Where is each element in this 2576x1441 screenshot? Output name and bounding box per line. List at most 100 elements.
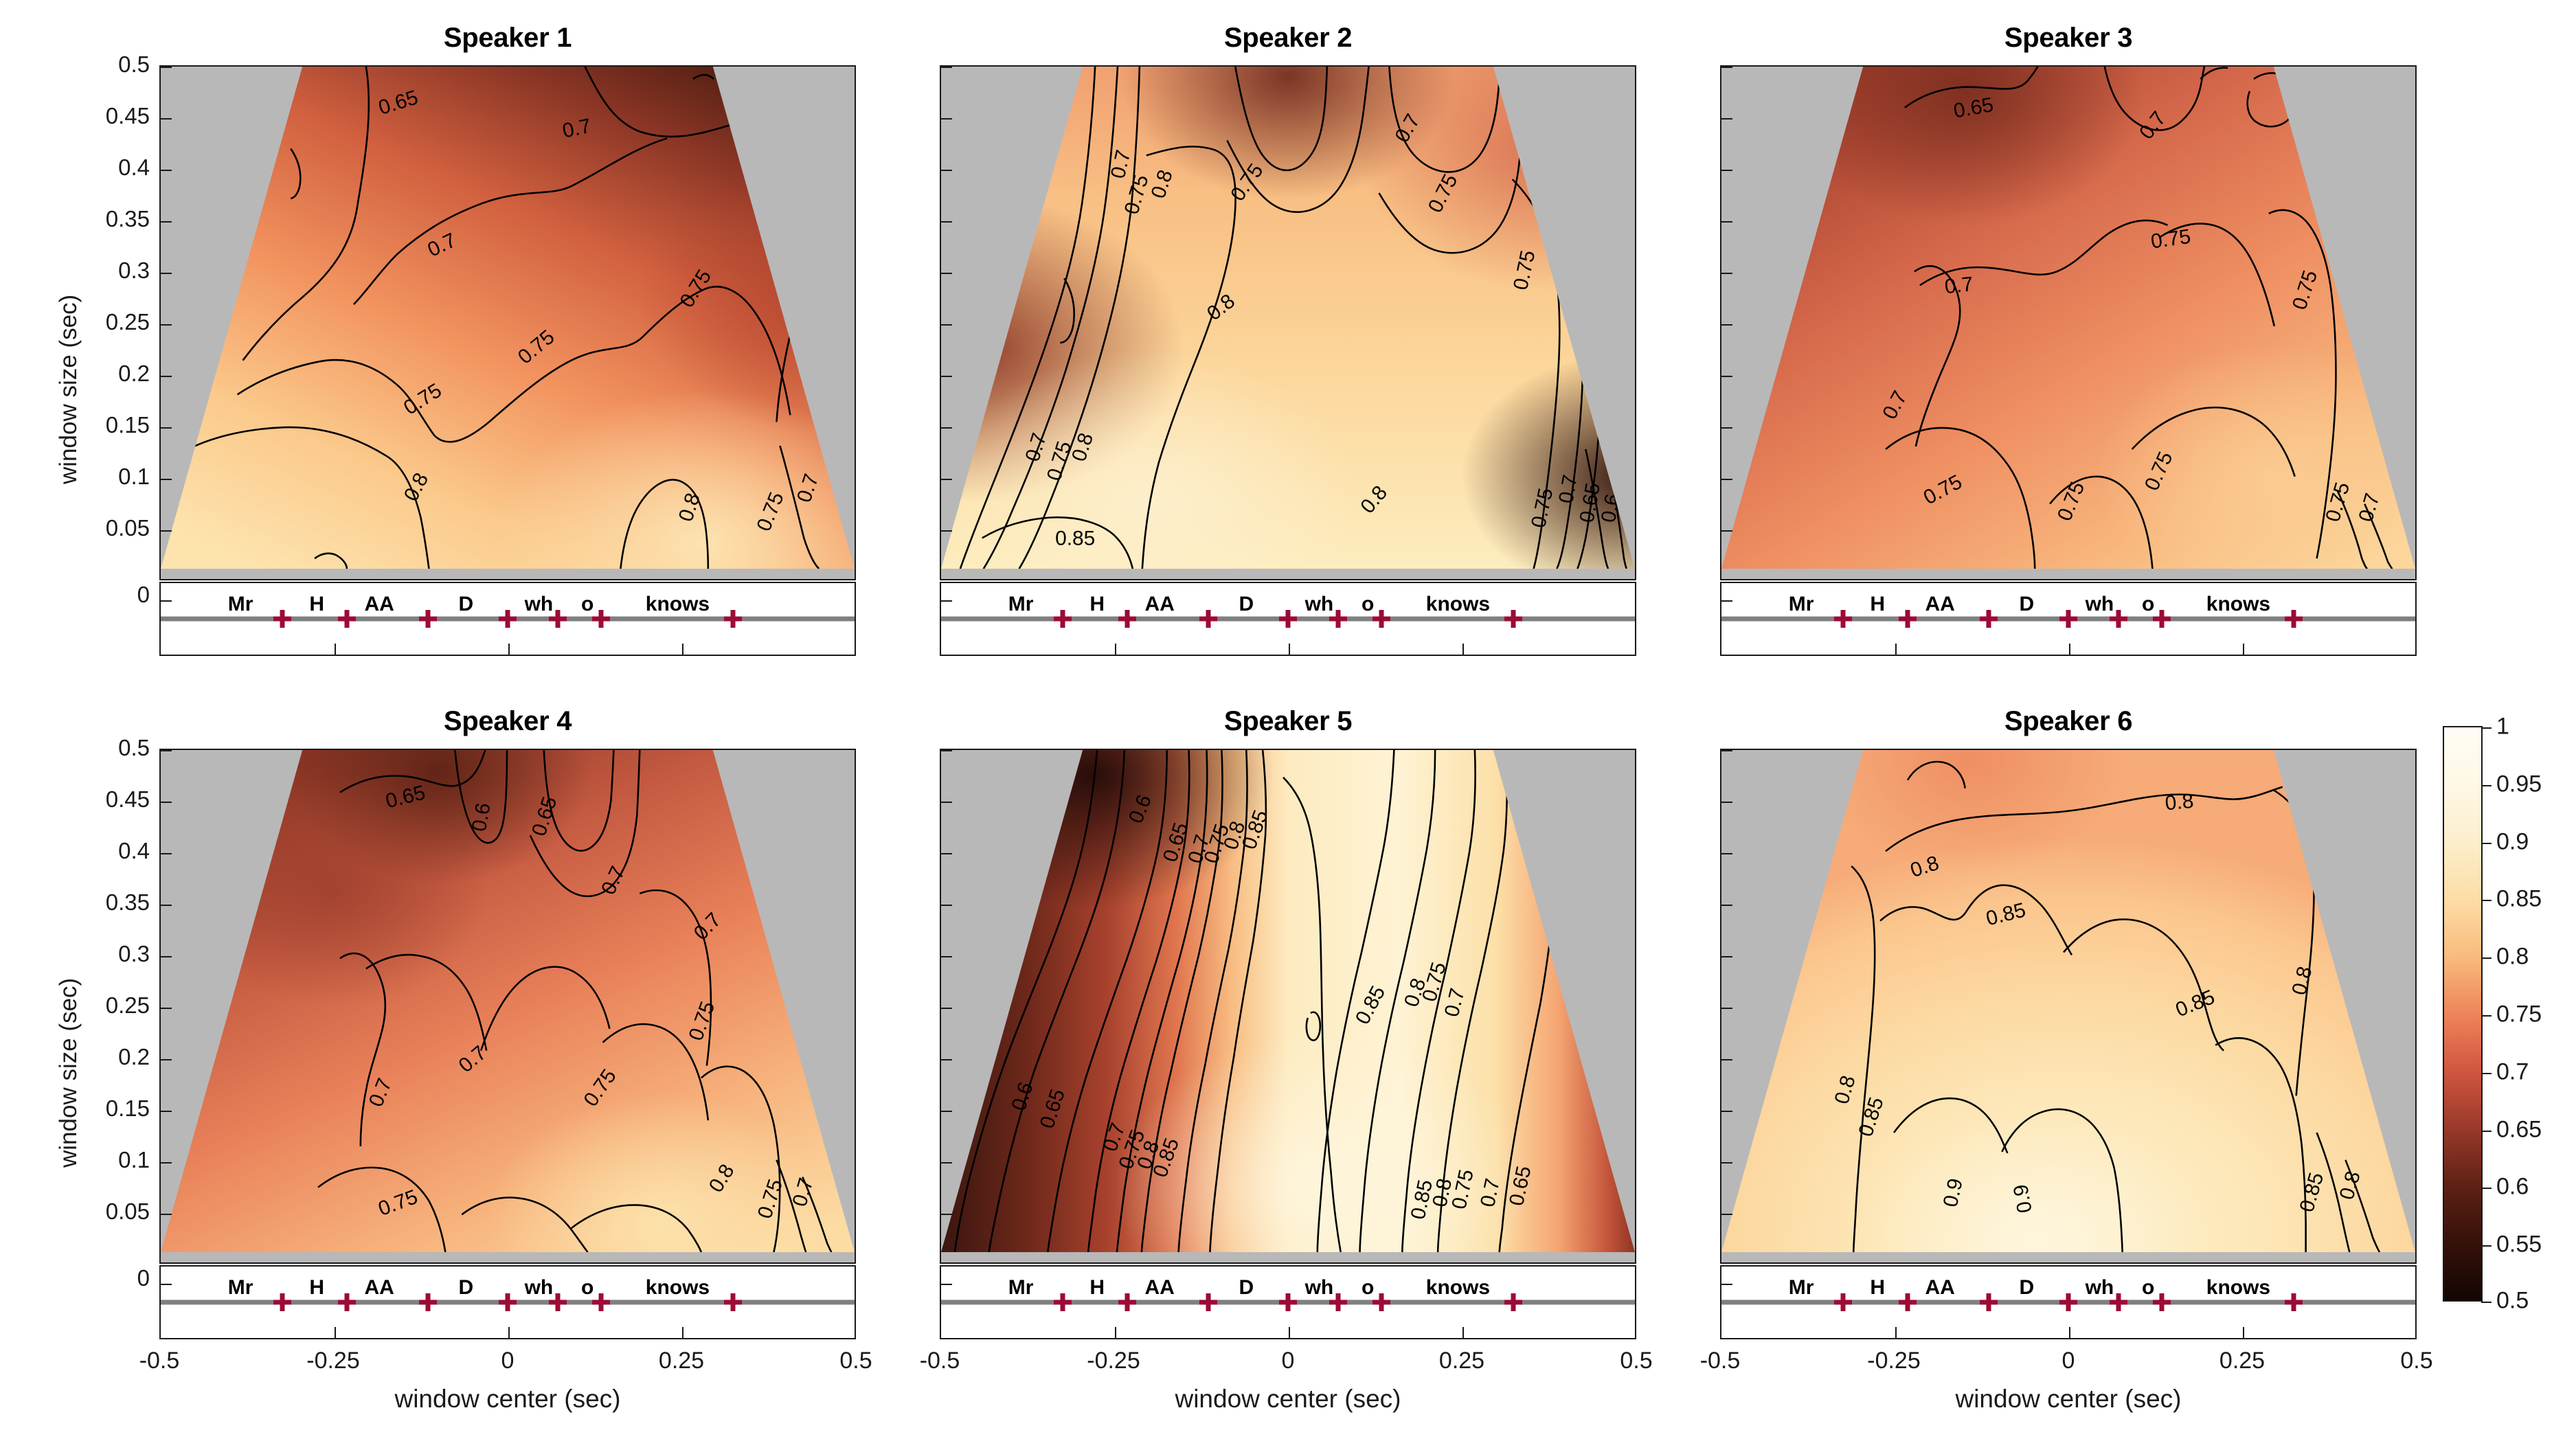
y-tick-label: 0.3 (118, 941, 150, 967)
x-tick-label: 0 (2061, 1348, 2075, 1374)
y-tick-label: 0.2 (118, 361, 150, 387)
word-boundary-marker (549, 610, 567, 628)
y-tick-label: 0.45 (105, 786, 150, 813)
contour-axes: 0.7 0.75 0.8 0.75 0.7 0.75 0.8 0.75 0.7 … (940, 65, 1636, 580)
word-boundary-marker (499, 1293, 517, 1311)
word-boundary-marker (1329, 1293, 1347, 1311)
word-label: knows (645, 1276, 710, 1299)
y-axis-title: window size (sec) (55, 977, 82, 1168)
word-boundary-marker (1118, 610, 1136, 628)
y-tick-label: 0.1 (118, 1147, 150, 1173)
word-boundary-marker (1199, 610, 1217, 628)
word-boundary-marker (419, 1293, 437, 1311)
word-label: AA (1925, 593, 1955, 615)
colorbar-tick-label: 0.9 (2496, 828, 2529, 855)
y-axis-title: window size (sec) (55, 294, 82, 484)
contour-label: 0.6 (468, 802, 495, 834)
panel-speaker-4: Speaker 4 (55, 706, 856, 1291)
word-label: o (2141, 1276, 2155, 1299)
word-boundary-marker (592, 1293, 610, 1311)
word-boundary-marker (724, 610, 742, 628)
word-boundary-marker (1504, 1293, 1522, 1311)
contour-label: 0.7 (1548, 241, 1575, 273)
word-boundary-marker (1372, 1293, 1390, 1311)
x-tick-label: 0.5 (2400, 1348, 2433, 1374)
contour-label: 0.8 (2164, 790, 2194, 815)
word-label: Mr (1008, 1276, 1034, 1299)
word-label: knows (2206, 593, 2271, 615)
word-label: knows (1425, 1276, 1491, 1299)
panel-speaker-1: Speaker 1 (55, 23, 856, 607)
y-tick-label: 0.35 (105, 206, 150, 232)
y-tick-label: 0.15 (105, 412, 150, 438)
colorbar-tick-label: 0.55 (2496, 1231, 2542, 1258)
x-tick-label: 0.5 (1620, 1348, 1653, 1374)
word-label: D (2019, 593, 2035, 615)
colorbar-tick-label: 0.7 (2496, 1058, 2529, 1085)
word-boundary-marker (273, 1293, 291, 1311)
panel-speaker-2: Speaker 2 (940, 23, 1636, 580)
y-tick-label: 0.25 (105, 992, 150, 1019)
y-tick-label: 0 (137, 582, 150, 608)
word-label: o (580, 593, 594, 615)
contour-label: 0.75 (2149, 225, 2192, 253)
panel-speaker-5: Speaker 5 (940, 706, 1636, 1264)
panel-speaker-3: Speaker 3 (1720, 23, 2417, 580)
word-boundary-marker (2285, 1293, 2303, 1311)
word-boundary-marker (1279, 610, 1297, 628)
word-label: H (309, 593, 325, 615)
word-label: Mr (227, 1276, 253, 1299)
word-label: AA (364, 593, 394, 615)
word-label: H (1089, 1276, 1105, 1299)
colorbar-tick-label: 0.6 (2496, 1174, 2529, 1201)
y-tick-label: 0.4 (118, 155, 150, 181)
panel-title: Speaker 1 (443, 23, 572, 53)
contour-axes: 0.65 0.7 0.7 0.75 0.75 0.7 0.75 0.8 0.8 … (159, 65, 856, 580)
panel-title: Speaker 4 (443, 706, 572, 736)
y-tick-label: 0.05 (105, 515, 150, 541)
y-tick-label: 0.3 (118, 258, 150, 284)
colorbar-tick-label: 0.85 (2496, 886, 2542, 913)
panel-speaker-6: Speaker 6 (1720, 706, 2417, 1264)
contour-axes: 0.6 0.65 0.7 0.75 0.8 0.85 0.6 0.65 0.7 … (940, 749, 1636, 1264)
word-label: Mr (227, 593, 253, 615)
word-boundary-marker (1834, 1293, 1852, 1311)
contour-label: 0.7 (1555, 473, 1582, 506)
word-label: o (1361, 593, 1375, 615)
word-label: AA (1925, 1276, 1955, 1299)
colorbar-tick-label: 0.95 (2496, 771, 2542, 797)
word-label: H (1870, 1276, 1886, 1299)
contour-axes: 0.8 0.8 0.85 0.85 0.8 0.8 0.85 0.9 0.9 0… (1720, 749, 2417, 1264)
word-boundary-marker (1980, 1293, 1998, 1311)
colorbar-tick-label: 0.65 (2496, 1116, 2542, 1143)
word-label: H (309, 1276, 325, 1299)
word-label: Mr (1788, 593, 1814, 615)
word-boundary-marker (338, 610, 356, 628)
word-boundary-marker (2110, 1293, 2127, 1311)
word-boundary-marker (1279, 1293, 1297, 1311)
word-boundary-marker (1329, 610, 1347, 628)
word-label: knows (2206, 1276, 2271, 1299)
word-label: D (458, 593, 474, 615)
contour-label: 0.9 (2009, 1183, 2037, 1215)
panel-title: Speaker 2 (1223, 23, 1353, 53)
word-label: knows (1425, 593, 1491, 615)
colorbar-tick-label: 1 (2496, 713, 2509, 740)
word-boundary-marker (1054, 1293, 1072, 1311)
panel-title: Speaker 5 (1223, 706, 1353, 736)
contour-label: 0.85 (1055, 527, 1095, 549)
x-tick-label: -0.5 (919, 1348, 960, 1374)
colorbar-tick-label: 0.8 (2496, 943, 2529, 970)
word-label: AA (364, 1276, 394, 1299)
x-tick-label: -0.25 (1867, 1348, 1921, 1374)
y-tick-label: 0.1 (118, 464, 150, 490)
x-axis-title: window center (sec) (1955, 1385, 2182, 1413)
x-axis-title: window center (sec) (394, 1385, 621, 1413)
y-tick-label: 0.5 (118, 735, 150, 761)
word-boundary-marker (1199, 1293, 1217, 1311)
word-boundary-marker (592, 610, 610, 628)
y-tick-label: 0.4 (118, 838, 150, 864)
